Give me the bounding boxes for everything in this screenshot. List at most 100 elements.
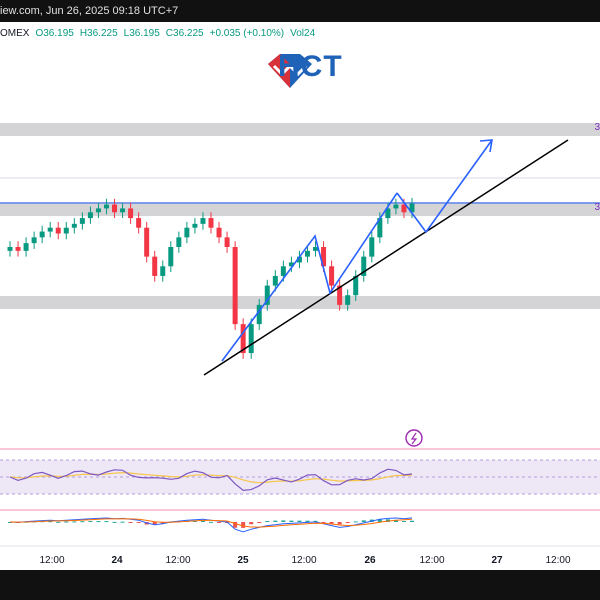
macd-bar <box>241 522 246 528</box>
candle-body <box>280 266 286 276</box>
candle-body <box>304 250 310 257</box>
candle-body <box>120 208 126 213</box>
candle-body <box>208 218 214 228</box>
macd-bar <box>120 521 125 523</box>
macd-bar <box>353 521 358 523</box>
macd-bar <box>128 522 133 523</box>
candle-body <box>103 204 109 209</box>
candle-body <box>79 218 85 224</box>
macd-bar <box>361 520 366 522</box>
symbol-label: OMEX <box>0 28 30 39</box>
price-label-middle: 3 <box>594 202 600 213</box>
candle-body <box>240 324 246 354</box>
candle-body <box>144 227 150 257</box>
price-label-upper: 3 <box>594 122 600 133</box>
macd-bar <box>209 521 213 523</box>
candle-body <box>184 227 190 238</box>
macd-bar <box>56 521 61 523</box>
alert-bolt-icon[interactable] <box>405 429 423 447</box>
candle-body <box>15 247 21 251</box>
candle-body <box>409 203 415 213</box>
candle-body <box>112 204 118 213</box>
top-bar: iew.com, Jun 26, 2025 09:18 UTC+7 <box>0 0 600 22</box>
candle-body <box>329 266 335 286</box>
wave-path-1 <box>221 192 398 362</box>
macd-bar <box>401 521 406 523</box>
candle-body <box>377 218 383 238</box>
candle-body <box>361 256 367 276</box>
macd-bar <box>410 520 414 522</box>
candle-body <box>39 231 45 238</box>
macd-bar <box>104 521 109 523</box>
candle-body <box>95 208 101 213</box>
ohlc-legend: OMEX O36.195 H36.225 L36.195 C36.225 +0.… <box>0 28 315 39</box>
macd-bar <box>393 519 398 522</box>
macd-bar <box>249 522 254 525</box>
arrow-head-icon <box>479 139 493 153</box>
candle-body <box>353 275 359 296</box>
candle-body <box>136 218 142 228</box>
candle-body <box>224 237 230 247</box>
open-value: O36.195 <box>35 28 74 39</box>
macd-bar <box>265 520 270 522</box>
candle-body <box>23 243 29 251</box>
close-value: C36.225 <box>165 28 204 39</box>
macd-bar <box>313 520 318 522</box>
macd-bar <box>136 522 141 523</box>
macd-bar <box>72 521 77 523</box>
window-title: iew.com, Jun 26, 2025 09:18 UTC+7 <box>0 5 179 17</box>
candle-body <box>272 275 278 286</box>
macd-bar <box>297 520 302 522</box>
macd-bar <box>152 522 157 526</box>
candle-body <box>369 237 375 257</box>
macd-bar <box>273 520 278 522</box>
volume-value: Vol24 <box>290 28 316 39</box>
macd-bar <box>64 521 69 523</box>
time-tick-label: 24 <box>111 555 123 566</box>
candle-body <box>71 223 77 228</box>
candle-body <box>160 266 166 276</box>
macd-bar <box>305 520 310 522</box>
macd-bar <box>281 520 286 522</box>
macd-bar <box>233 522 238 528</box>
change-value: +0.035 (+0.10%) <box>209 28 285 39</box>
macd-bar <box>329 522 334 524</box>
time-axis: 12:00 24 12:00 25 12:00 26 12:00 27 12:00 <box>39 555 570 566</box>
candle-body <box>200 218 206 224</box>
rsi-line <box>9 468 413 492</box>
macd-bar <box>217 522 222 523</box>
bottom-bar <box>0 570 600 600</box>
macd-bar <box>200 520 205 522</box>
candle-body <box>176 237 182 247</box>
candle-body <box>264 285 270 305</box>
candle-body <box>256 304 262 325</box>
candle-body <box>345 295 351 305</box>
macd-bar <box>321 522 326 523</box>
macd-bar <box>192 520 197 522</box>
candle-body <box>63 227 69 234</box>
candle-body <box>337 285 343 305</box>
candle-body <box>248 324 254 354</box>
time-tick-label: 26 <box>364 555 376 566</box>
high-value: H36.225 <box>79 28 118 39</box>
time-tick-label: 12:00 <box>39 555 64 566</box>
candle-body <box>296 256 302 263</box>
candle-body <box>385 208 391 219</box>
time-tick-label: 12:00 <box>291 555 316 566</box>
candle-body <box>216 227 222 238</box>
macd-bar <box>337 522 342 525</box>
candle-body <box>393 204 399 209</box>
time-tick-label: 12:00 <box>165 555 190 566</box>
time-tick-label: 25 <box>237 555 249 566</box>
macd-bar <box>112 521 117 523</box>
chart-panel[interactable]: OMEX O36.195 H36.225 L36.195 C36.225 +0.… <box>0 22 600 570</box>
candle-body <box>7 247 13 251</box>
candle-body <box>152 256 158 276</box>
support-zone <box>0 296 600 309</box>
macd-bar <box>80 521 85 523</box>
hct-logo-icon <box>268 54 312 88</box>
macd-bar <box>88 521 93 523</box>
resistance-zone-upper <box>0 123 600 136</box>
price-chart[interactable]: 12:00 24 12:00 25 12:00 26 12:00 27 12:00 <box>0 22 600 570</box>
ascending-trendline <box>203 139 569 376</box>
